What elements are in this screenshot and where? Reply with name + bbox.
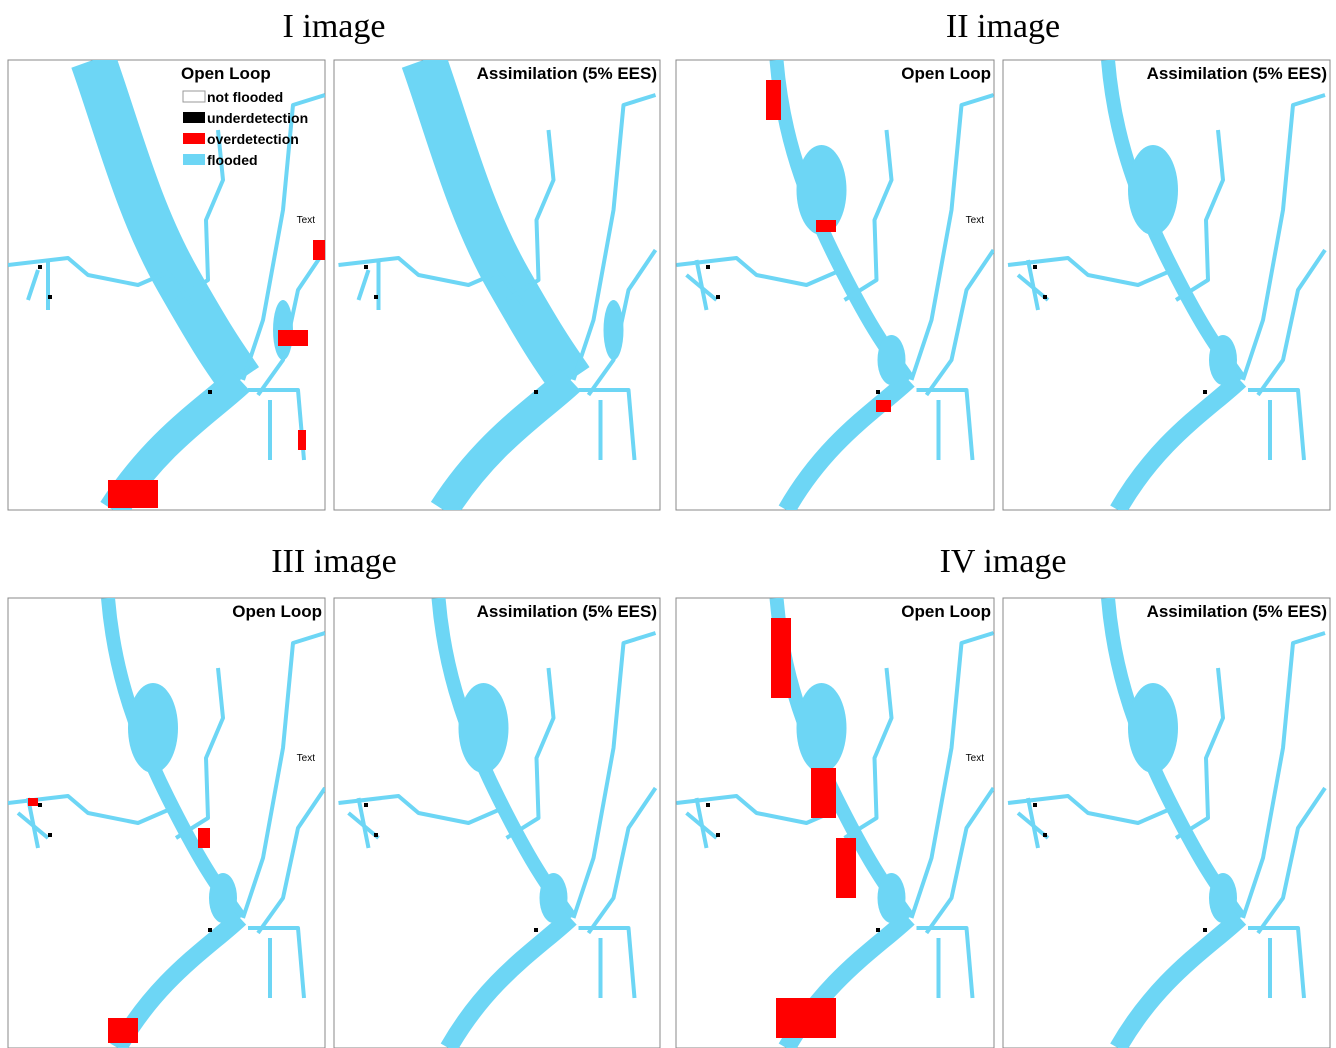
underdetection-area <box>374 833 378 837</box>
underdetection-area <box>706 265 710 269</box>
map-panel: Assimilation (5% EES) <box>1003 598 1330 1048</box>
underdetection-area <box>38 803 42 807</box>
underdetection-area <box>1203 928 1207 932</box>
overdetection-area <box>298 430 306 450</box>
legend-swatch <box>183 133 205 144</box>
map-panel: Open Loop Text <box>8 598 325 1048</box>
underdetection-area <box>208 928 212 932</box>
overdetection-area <box>811 768 836 818</box>
map-panel: Assimilation (5% EES) <box>1003 60 1330 510</box>
underdetection-area <box>374 295 378 299</box>
underdetection-area <box>48 295 52 299</box>
legend-label: not flooded <box>207 89 283 105</box>
group-title: II image <box>946 8 1060 45</box>
underdetection-area <box>364 803 368 807</box>
underdetection-area <box>208 390 212 394</box>
legend-swatch <box>183 112 205 123</box>
map-panel: Assimilation (5% EES) <box>334 60 660 510</box>
underdetection-area <box>876 928 880 932</box>
annotation: Text <box>297 753 316 764</box>
overdetection-area <box>28 798 38 806</box>
overdetection-area <box>198 828 210 848</box>
underdetection-area <box>1033 265 1037 269</box>
map-panel: Text <box>8 60 325 510</box>
overdetection-area <box>278 330 308 346</box>
underdetection-area <box>1033 803 1037 807</box>
panel-label: Assimilation (5% EES) <box>477 602 657 621</box>
panel-label: Assimilation (5% EES) <box>1147 64 1327 83</box>
overdetection-area <box>766 80 781 120</box>
underdetection-area <box>716 295 720 299</box>
legend-label: overdetection <box>207 131 299 147</box>
legend-swatch <box>183 154 205 165</box>
underdetection-area <box>534 390 538 394</box>
map-panel: Assimilation (5% EES) <box>334 598 660 1048</box>
panel-label: Open Loop <box>232 602 322 621</box>
legend-swatch <box>183 91 205 102</box>
figure: I image Text Assimilation (5% EES) II image… <box>0 0 1336 1048</box>
panel-label: Assimilation (5% EES) <box>477 64 657 83</box>
underdetection-area <box>38 265 42 269</box>
overdetection-area <box>776 998 836 1038</box>
group-title: III image <box>271 543 397 580</box>
overdetection-area <box>876 400 891 412</box>
underdetection-area <box>706 803 710 807</box>
group-title: I image <box>283 8 386 45</box>
underdetection-area <box>1203 390 1207 394</box>
map-panel: Open Loop Text <box>676 598 994 1048</box>
legend-label: flooded <box>207 152 258 168</box>
panel-label: Open Loop <box>901 64 991 83</box>
underdetection-area <box>1043 295 1047 299</box>
panel-label: Open Loop <box>901 602 991 621</box>
underdetection-area <box>716 833 720 837</box>
overdetection-area <box>313 240 325 260</box>
panel-label: Assimilation (5% EES) <box>1147 602 1327 621</box>
annotation: Text <box>966 215 985 226</box>
group-title: IV image <box>940 543 1067 580</box>
underdetection-area <box>1043 833 1047 837</box>
overdetection-area <box>108 1018 138 1043</box>
annotation: Text <box>966 753 985 764</box>
legend-title: Open Loop <box>181 64 271 83</box>
overdetection-area <box>836 838 856 898</box>
legend-label: underdetection <box>207 110 308 126</box>
overdetection-area <box>816 220 836 232</box>
underdetection-area <box>876 390 880 394</box>
overdetection-area <box>771 618 791 698</box>
annotation: Text <box>297 215 316 226</box>
underdetection-area <box>364 265 368 269</box>
underdetection-area <box>48 833 52 837</box>
map-panel: Open Loop Text <box>676 60 994 510</box>
underdetection-area <box>534 928 538 932</box>
overdetection-area <box>108 480 158 508</box>
